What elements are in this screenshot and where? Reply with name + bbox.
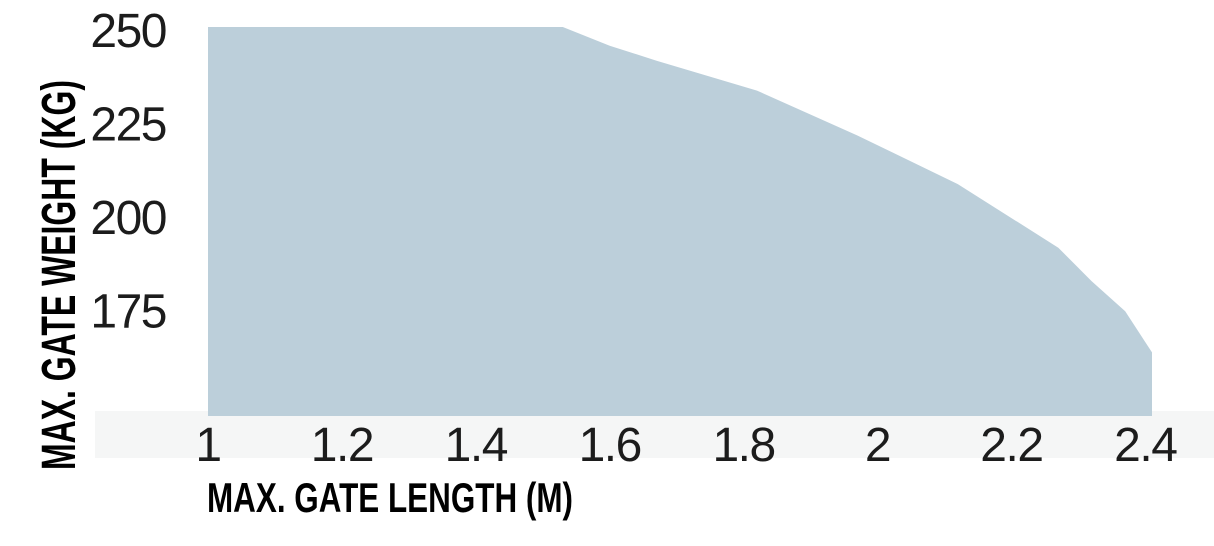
x-tick-label-2: 2 xyxy=(865,419,890,472)
y-tick-label-200: 200 xyxy=(90,192,166,245)
x-tick-label-1.8: 1.8 xyxy=(712,419,774,472)
y-tick-label-225: 225 xyxy=(90,99,166,152)
x-tick-label-1: 1 xyxy=(195,419,220,472)
x-tick-label-1.2: 1.2 xyxy=(311,419,373,472)
x-tick-label-1.4: 1.4 xyxy=(445,419,508,472)
y-tick-label-250: 250 xyxy=(90,5,166,58)
area-series-envelope xyxy=(208,27,1152,416)
x-tick-band xyxy=(95,411,1214,458)
x-axis-tick-labels: 1 1.2 1.4 1.6 1.8 2 2.2 2.4 xyxy=(195,419,1178,472)
x-tick-label-1.6: 1.6 xyxy=(579,419,641,472)
y-axis-title: MAX. GATE WEIGHT (KG) xyxy=(33,80,86,470)
x-axis-title: MAX. GATE LENGTH (M) xyxy=(207,474,573,521)
y-axis-tick-labels: 250 225 200 175 xyxy=(90,5,167,339)
x-tick-label-2.2: 2.2 xyxy=(980,419,1042,472)
x-tick-label-2.4: 2.4 xyxy=(1114,419,1177,472)
y-tick-label-175: 175 xyxy=(90,286,166,339)
